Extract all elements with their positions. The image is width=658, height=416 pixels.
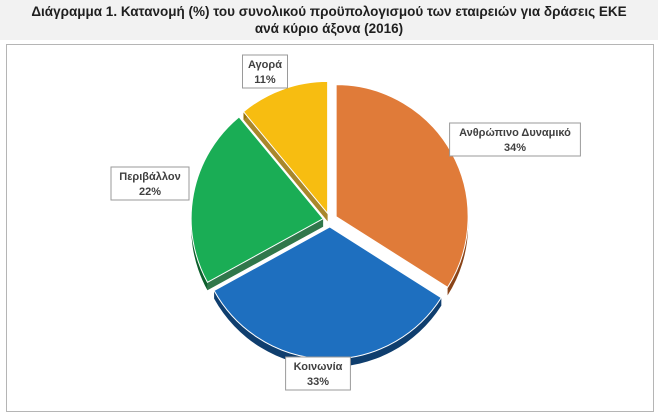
pie-slice-wall-3: [207, 218, 324, 291]
pie-slice-wall-4: [243, 111, 328, 222]
pie-slice-side-2: [214, 290, 442, 367]
data-label-name: Κοινωνία: [294, 361, 343, 373]
data-label-box: [285, 356, 351, 391]
data-label-name: Αγορά: [248, 59, 282, 71]
data-label-1: Ανθρώπινο Δυναμικό 34%: [449, 122, 581, 157]
data-label-box: [110, 166, 190, 201]
title-band: [0, 0, 658, 40]
data-label-value: 33%: [307, 376, 329, 388]
data-label-value: 11%: [254, 74, 276, 86]
data-label-3: Περιβάλλον 22%: [110, 166, 190, 201]
data-label-4: Αγορά 11%: [242, 54, 288, 89]
data-label-value: 34%: [504, 142, 526, 154]
data-label-value: 22%: [139, 186, 161, 198]
data-label-box: [242, 54, 288, 89]
data-label-name: Περιβάλλον: [119, 171, 180, 183]
data-label-name: Ανθρώπινο Δυναμικό: [459, 127, 571, 139]
data-label-2: Κοινωνία 33%: [285, 356, 351, 391]
pie-slice-3: [190, 116, 324, 283]
chart-title: Διάγραμμα 1. Κατανομή (%) του συνολικού …: [31, 4, 627, 36]
data-label-box: [449, 122, 581, 157]
pie-slice-4: [242, 80, 329, 215]
